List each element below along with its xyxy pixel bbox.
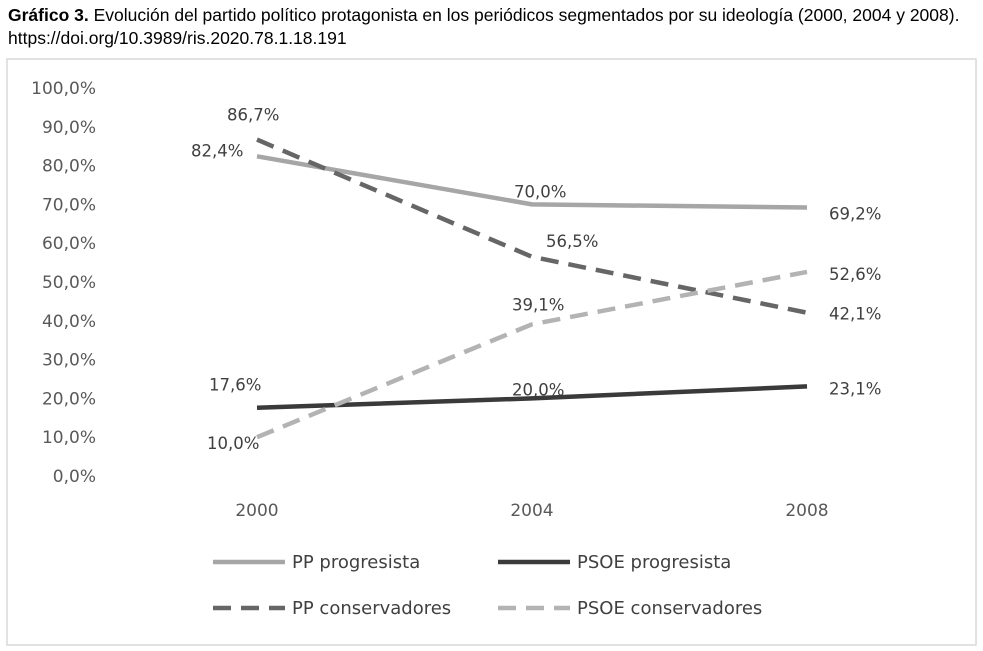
data-label: 70,0% [514,182,566,201]
legend-label-pp-conservadores: PP conservadores [292,598,451,619]
data-label: 56,5% [546,232,598,251]
y-tick-label: 80,0% [42,157,96,177]
y-tick-label: 70,0% [42,195,96,215]
y-tick-label: 0,0% [53,467,96,487]
legend-label-pp-progresista: PP progresista [292,552,420,573]
data-label: 10,0% [207,434,259,453]
y-axis: 0,0% 10,0% 20,0% 30,0% 40,0% 50,0% 60,0% 70,0% 8… [31,79,96,487]
chart-frame [6,58,977,646]
series-line-pp-progresista [256,154,808,210]
data-label: 23,1% [829,379,881,398]
legend-label-psoe-progresista: PSOE progresista [577,552,731,573]
data-label: 20,0% [512,380,564,399]
y-tick-label: 100,0% [31,79,96,99]
data-label: 69,2% [829,205,881,224]
x-axis: 2000 2004 2008 [235,501,828,521]
y-tick-label: 40,0% [42,312,96,332]
series-line-psoe-progresista [256,384,808,410]
y-tick-label: 30,0% [42,351,96,371]
plot-area [256,137,808,440]
x-tick-label: 2004 [510,501,553,521]
data-label: 39,1% [512,295,564,314]
y-tick-label: 50,0% [42,273,96,293]
y-tick-label: 90,0% [42,118,96,138]
x-tick-label: 2000 [235,501,278,521]
series-line-pp-conservadores [256,137,808,315]
data-label: 17,6% [209,376,261,395]
x-tick-label: 2008 [785,501,828,521]
data-label: 42,1% [829,305,881,324]
y-tick-label: 60,0% [42,234,96,254]
data-label: 52,6% [829,265,881,284]
data-labels: 82,4% 70,0% 69,2% 17,6% 20,0% 23,1% 86,7% 56,5%… [191,106,881,454]
caption-text: Evolución del partido político protagoni… [8,5,960,48]
data-label: 86,7% [227,106,279,125]
data-label: 82,4% [191,141,243,160]
y-tick-label: 10,0% [42,428,96,448]
legend-label-psoe-conservadores: PSOE conservadores [577,598,762,619]
y-tick-label: 20,0% [42,389,96,409]
figure-caption: Gráfico 3. Evolución del partido polític… [8,4,973,50]
caption-label: Gráfico 3. [8,5,89,25]
series-line-psoe-conservadores [256,269,808,440]
legend: PP progresista PSOE progresista PP conserv… [213,552,762,619]
